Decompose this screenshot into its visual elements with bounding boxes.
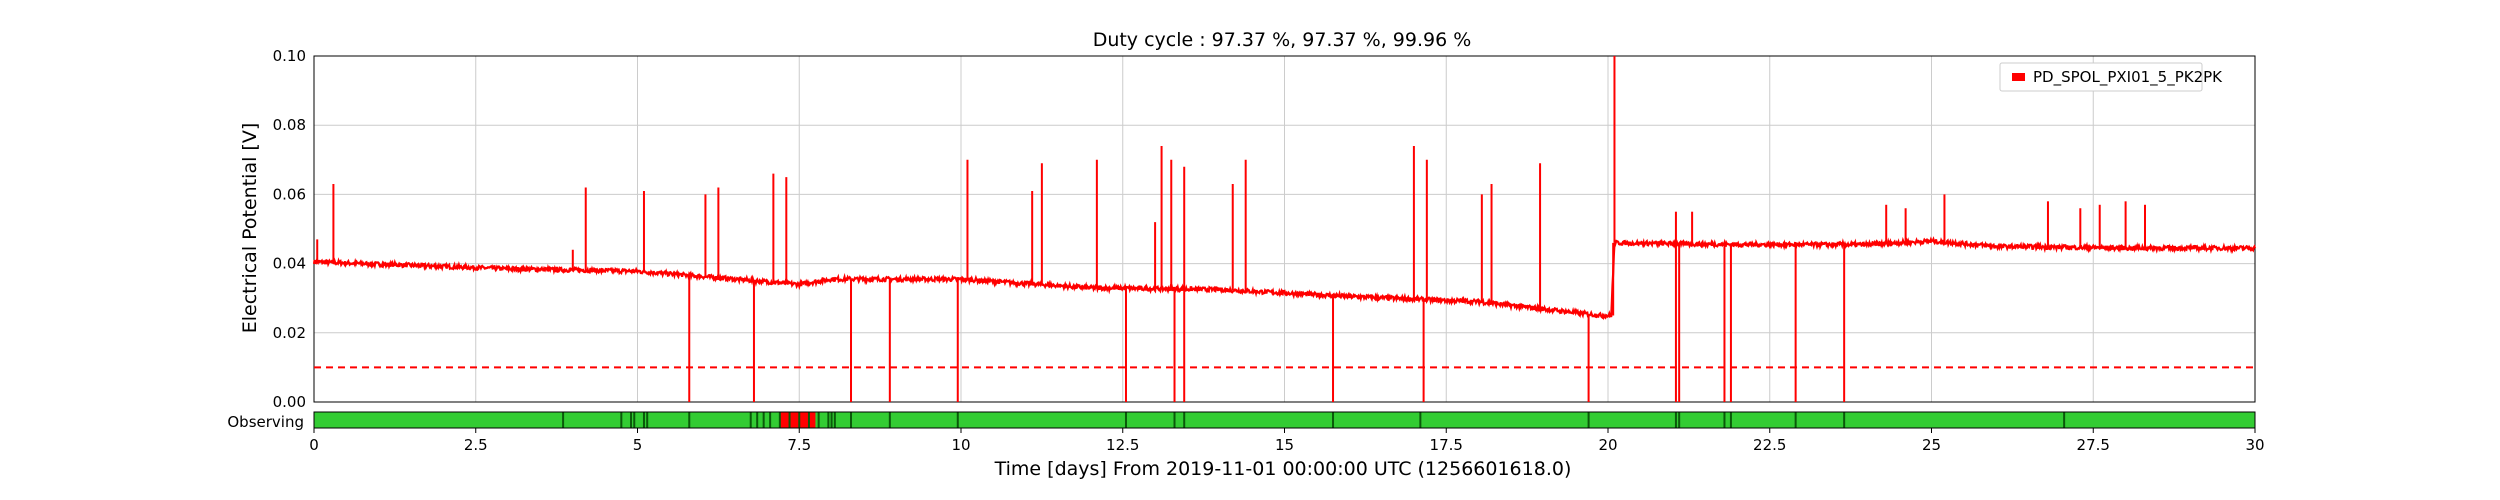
x-tick-label: 15	[1275, 436, 1294, 454]
observing-gap	[1587, 412, 1590, 428]
observing-gap	[646, 412, 649, 428]
x-tick-label: 7.5	[787, 436, 811, 454]
x-tick-label: 27.5	[2077, 436, 2110, 454]
observing-gap	[1674, 412, 1677, 428]
observing-segment	[314, 412, 2255, 428]
observing-gap	[1794, 412, 1797, 428]
observing-gap	[562, 412, 565, 428]
observing-gap	[807, 412, 810, 428]
x-tick-label: 17.5	[1430, 436, 1463, 454]
observing-gap	[888, 412, 891, 428]
observing-gap	[956, 412, 959, 428]
observing-gap	[1843, 412, 1846, 428]
observing-gap	[1183, 412, 1186, 428]
observing-gap	[1723, 412, 1726, 428]
y-tick-label: 0.00	[273, 393, 306, 411]
observing-gap	[1678, 412, 1681, 428]
legend: PD_SPOL_PXI01_5_PK2PK	[1999, 62, 2223, 92]
y-tick-label: 0.06	[273, 185, 306, 203]
plot-area: 0.00 0.02 0.04 0.06 0.08 0.10	[273, 47, 2257, 411]
observing-gap	[778, 412, 781, 428]
observing-gap	[817, 412, 820, 428]
observing-gap	[688, 412, 691, 428]
observing-gap	[762, 412, 765, 428]
observing-gap	[798, 412, 801, 428]
observing-gap	[827, 412, 830, 428]
y-tick-label: 0.02	[273, 324, 306, 342]
observing-gap	[642, 412, 645, 428]
x-tick-label: 10	[951, 436, 970, 454]
x-axis-title: Time [days] From 2019-11-01 00:00:00 UTC…	[994, 458, 1572, 480]
y-tick-label: 0.08	[273, 116, 306, 134]
x-tick-label: 12.5	[1106, 436, 1139, 454]
observing-gap	[633, 412, 636, 428]
observing-label: Observing	[227, 413, 304, 431]
y-tick-label: 0.04	[273, 255, 306, 273]
legend-label: PD_SPOL_PXI01_5_PK2PK	[2033, 68, 2223, 87]
observing-red-span	[779, 412, 816, 428]
observing-bar: 0 2.5 5 7.5 10 12.5 15 17.5 20 22.5 25 27.5 30	[309, 411, 2265, 454]
series-line	[312, 236, 2257, 321]
x-tick-label: 25	[1922, 436, 1941, 454]
observing-gap	[620, 412, 623, 428]
observing-gap	[756, 412, 759, 428]
x-tick-label: 20	[1598, 436, 1617, 454]
x-tick-label: 2.5	[464, 436, 488, 454]
observing-gap	[1419, 412, 1422, 428]
observing-gap	[830, 412, 833, 428]
chart-title: Duty cycle : 97.37 %, 97.37 %, 99.96 %	[1093, 29, 1472, 51]
x-tick-label: 0	[309, 436, 319, 454]
observing-gap	[1332, 412, 1335, 428]
legend-swatch	[2012, 73, 2025, 81]
observing-gap	[630, 412, 633, 428]
x-tick-label: 5	[633, 436, 643, 454]
x-tick-label: 22.5	[1753, 436, 1786, 454]
observing-gap	[850, 412, 853, 428]
observing-gap	[1173, 412, 1176, 428]
observing-gap	[833, 412, 836, 428]
observing-gap	[1124, 412, 1127, 428]
legend-frame	[1999, 62, 2203, 92]
x-tick-label: 30	[2245, 436, 2264, 454]
observing-gap	[788, 412, 791, 428]
observing-gap	[2063, 412, 2066, 428]
observing-gap	[749, 412, 752, 428]
plot-frame	[313, 55, 2256, 403]
y-tick-label: 0.10	[273, 47, 306, 65]
observing-gap	[1729, 412, 1732, 428]
observing-gap	[769, 412, 772, 428]
y-axis-title: Electrical Potential [V]	[239, 123, 261, 333]
